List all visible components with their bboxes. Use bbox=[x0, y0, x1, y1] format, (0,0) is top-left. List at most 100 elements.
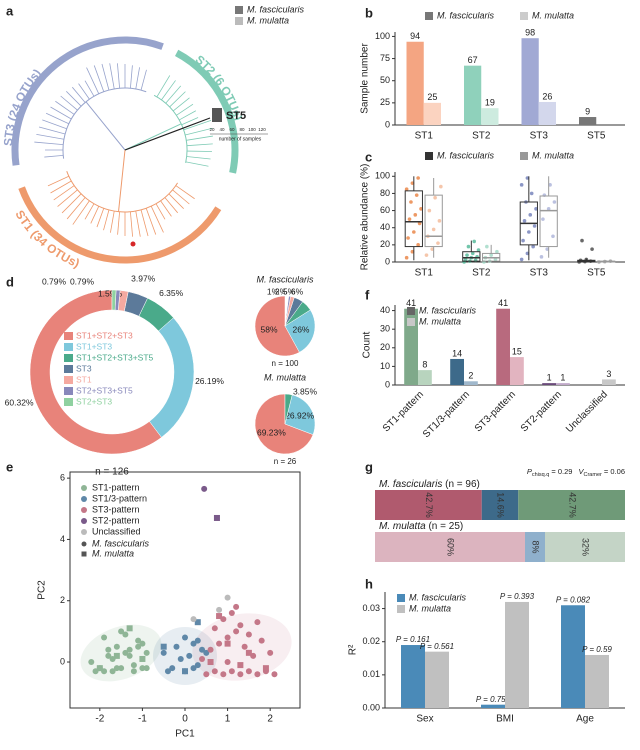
branch bbox=[102, 64, 109, 90]
point bbox=[191, 665, 197, 671]
branch bbox=[44, 155, 63, 157]
p-label: P = 0.082 bbox=[556, 595, 591, 604]
point bbox=[216, 607, 222, 613]
legend-marker bbox=[81, 529, 87, 535]
branch bbox=[97, 208, 104, 227]
bar bbox=[561, 605, 585, 708]
legend-swatch bbox=[64, 398, 73, 406]
slice-label: 3.97% bbox=[131, 273, 156, 283]
point bbox=[237, 671, 243, 677]
jitter-point bbox=[438, 219, 442, 223]
branch bbox=[62, 194, 81, 213]
bar bbox=[418, 370, 432, 385]
legend-swatch bbox=[64, 387, 73, 395]
slice-label: 3.85% bbox=[293, 386, 318, 396]
point bbox=[233, 628, 239, 634]
clade-label: ST1 (34 OTUs) bbox=[12, 208, 81, 271]
legend-label: M. fascicularis bbox=[437, 10, 495, 20]
y-tick-label: 30 bbox=[380, 324, 390, 334]
marker-dot bbox=[131, 242, 136, 247]
panel-label: d bbox=[6, 274, 14, 289]
bar bbox=[522, 38, 539, 125]
branch bbox=[130, 212, 132, 237]
legend-swatch bbox=[64, 332, 73, 340]
bar bbox=[401, 645, 425, 708]
y-tick-label: 100 bbox=[375, 171, 390, 181]
bar bbox=[510, 357, 524, 385]
bar bbox=[505, 602, 529, 708]
bar bbox=[579, 117, 596, 125]
x-tick-label: Unclassified bbox=[564, 389, 610, 435]
branch bbox=[110, 211, 114, 233]
stat-rest: = 0.29 bbox=[549, 467, 572, 476]
legend-swatch bbox=[64, 365, 73, 373]
legend-marker bbox=[81, 496, 87, 502]
branch bbox=[136, 211, 141, 237]
slice-label: 26.19% bbox=[195, 376, 224, 386]
x-tick-label: BMI bbox=[496, 714, 514, 725]
note: n = 100 bbox=[272, 359, 299, 368]
y-axis-label: R² bbox=[348, 644, 359, 655]
y-axis-label: Relative abundance (%) bbox=[360, 164, 371, 271]
point-square bbox=[139, 656, 145, 662]
y-tick-label: 60 bbox=[380, 205, 390, 215]
bar bbox=[539, 102, 556, 125]
jitter-point bbox=[580, 239, 584, 243]
jitter-point bbox=[432, 228, 436, 232]
p-label: P = 0.393 bbox=[500, 592, 535, 601]
point bbox=[178, 656, 184, 662]
legend-label: M. fascicularis bbox=[92, 538, 150, 548]
value-label: 2 bbox=[468, 371, 473, 381]
bar bbox=[496, 309, 510, 385]
panel-label: c bbox=[365, 149, 372, 164]
point bbox=[267, 650, 273, 656]
jitter-point bbox=[425, 253, 429, 257]
bar bbox=[407, 42, 424, 125]
point-square bbox=[114, 653, 120, 659]
point bbox=[131, 662, 137, 668]
legend-swatch bbox=[425, 152, 433, 160]
bar bbox=[481, 108, 498, 125]
point bbox=[182, 635, 188, 641]
point bbox=[212, 668, 218, 674]
legend-label: ST1+ST2+ST3 bbox=[76, 330, 133, 340]
branch bbox=[36, 134, 64, 139]
value-label: 15 bbox=[512, 346, 522, 356]
bar bbox=[425, 652, 449, 708]
legend-swatch bbox=[64, 354, 73, 362]
panel-label: g bbox=[365, 459, 373, 474]
branch bbox=[156, 204, 165, 220]
segment-label: 42.7% bbox=[424, 492, 434, 518]
value-label: 9 bbox=[585, 106, 590, 116]
legend-marker bbox=[82, 552, 87, 557]
x-tick-label: Sex bbox=[416, 714, 433, 725]
jitter-point bbox=[406, 236, 410, 240]
point bbox=[118, 628, 124, 634]
point-square bbox=[182, 668, 188, 674]
y-tick-label: 80 bbox=[380, 188, 390, 198]
legend-swatch bbox=[520, 12, 528, 20]
point bbox=[144, 650, 150, 656]
point-square bbox=[263, 665, 269, 671]
point bbox=[114, 665, 120, 671]
x-tick-label: 0 bbox=[182, 714, 188, 725]
value-label: 98 bbox=[525, 28, 535, 38]
branch bbox=[87, 68, 99, 94]
jitter-point bbox=[409, 200, 413, 204]
point bbox=[114, 644, 120, 650]
stem bbox=[119, 150, 125, 212]
y-tick-label: 0 bbox=[385, 119, 390, 129]
point bbox=[195, 638, 201, 644]
legend-label: M. fascicularis bbox=[437, 150, 495, 160]
slice-label: 6.35% bbox=[159, 288, 184, 298]
value-label: 94 bbox=[410, 31, 420, 41]
x-tick-label: ST2 bbox=[472, 268, 491, 279]
x-tick-label: ST3 bbox=[530, 268, 549, 279]
legend-label: ST2+ST3+ST5 bbox=[76, 385, 133, 395]
bar bbox=[464, 66, 481, 125]
slice-label: 26% bbox=[292, 324, 309, 334]
y-tick-label: 10 bbox=[380, 361, 390, 371]
jitter-point bbox=[528, 213, 532, 217]
value-label: 3 bbox=[606, 369, 611, 379]
clade-arc bbox=[15, 40, 163, 165]
